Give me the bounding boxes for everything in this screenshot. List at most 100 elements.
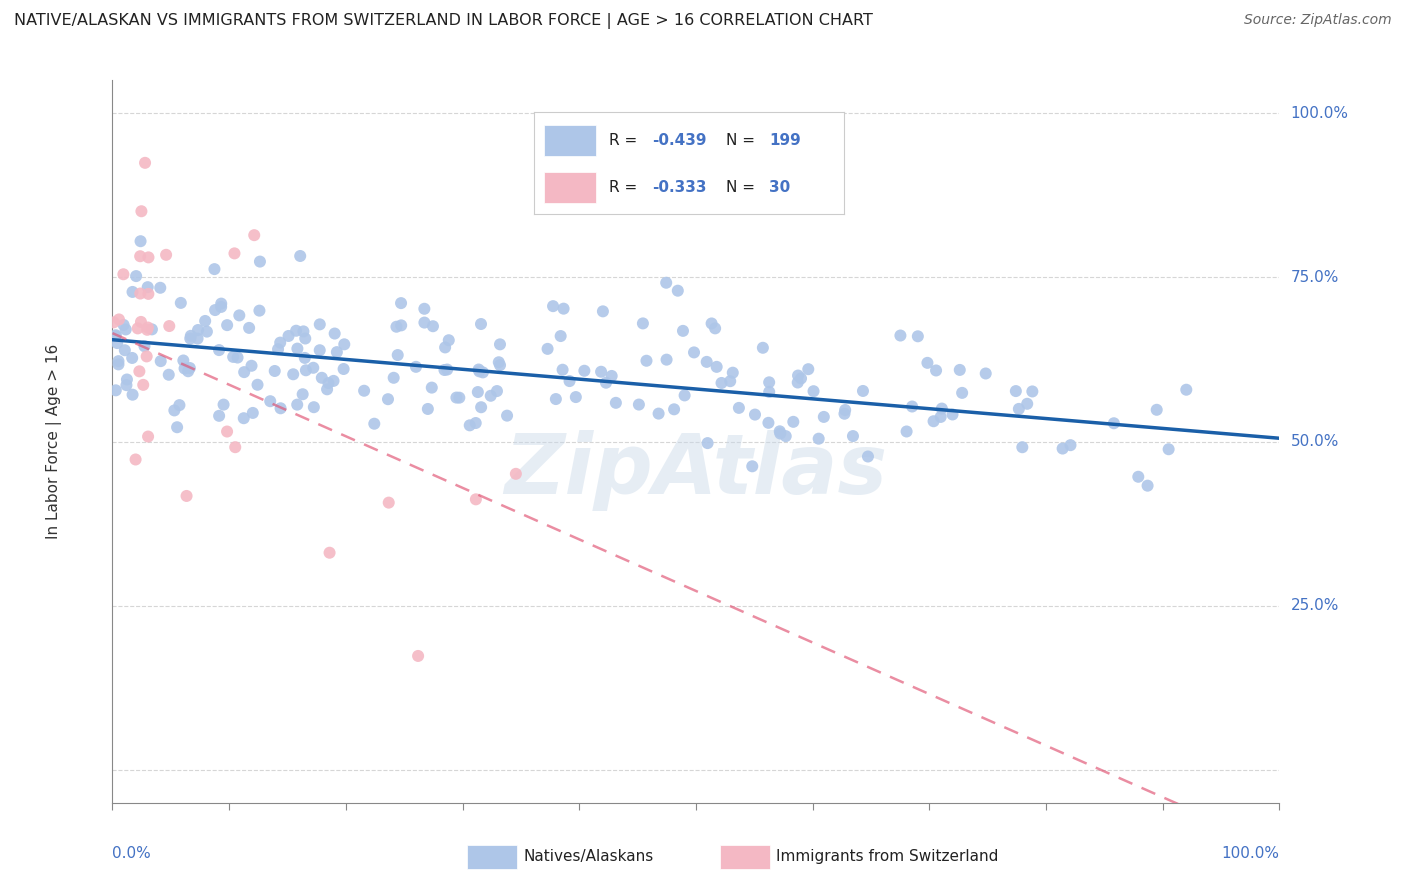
Point <box>834 403 856 417</box>
Point <box>941 408 963 422</box>
Point <box>233 365 256 379</box>
Point <box>194 314 217 328</box>
Point <box>488 355 510 369</box>
Point <box>138 251 160 265</box>
Point <box>134 339 156 353</box>
Point <box>856 450 879 464</box>
Point <box>595 376 617 390</box>
Point <box>382 371 405 385</box>
Point <box>437 333 460 347</box>
Point <box>131 204 153 219</box>
Point <box>1008 401 1031 416</box>
Point <box>246 377 269 392</box>
Point <box>163 403 186 417</box>
Point <box>574 364 596 378</box>
Point <box>842 429 865 443</box>
Text: 0.0%: 0.0% <box>112 847 152 861</box>
Point <box>1157 442 1180 457</box>
Point <box>744 408 766 422</box>
Point <box>683 345 706 359</box>
Point <box>249 303 271 318</box>
Point <box>704 321 727 335</box>
Point <box>636 353 658 368</box>
Point <box>803 384 825 399</box>
Point <box>121 387 143 401</box>
Point <box>434 340 457 354</box>
Point <box>922 414 945 428</box>
Point <box>209 296 232 310</box>
Point <box>896 425 918 439</box>
Point <box>228 309 250 323</box>
Point <box>308 343 330 358</box>
Point <box>112 318 135 332</box>
Text: -0.333: -0.333 <box>652 180 706 195</box>
Point <box>655 276 678 290</box>
Point <box>422 319 444 334</box>
Point <box>446 391 468 405</box>
Point <box>1017 397 1039 411</box>
Point <box>544 392 567 406</box>
Text: R =: R = <box>609 180 641 195</box>
Point <box>917 356 939 370</box>
Point <box>121 351 143 365</box>
Point <box>752 341 775 355</box>
Point <box>141 322 163 336</box>
Point <box>377 392 399 407</box>
Point <box>208 409 231 423</box>
Point <box>333 337 356 351</box>
Point <box>134 156 156 170</box>
Text: NATIVE/ALASKAN VS IMMIGRANTS FROM SWITZERLAND IN LABOR FORCE | AGE > 16 CORRELAT: NATIVE/ALASKAN VS IMMIGRANTS FROM SWITZE… <box>14 13 873 29</box>
Point <box>302 360 325 375</box>
Point <box>389 296 412 310</box>
Point <box>413 301 436 316</box>
Point <box>104 328 127 343</box>
Point <box>212 398 235 412</box>
Point <box>107 358 129 372</box>
Text: 30: 30 <box>769 180 790 195</box>
Point <box>208 343 231 357</box>
Point <box>1128 469 1150 483</box>
Point <box>204 262 226 277</box>
Point <box>405 359 427 374</box>
Point <box>318 376 340 390</box>
Point <box>662 402 685 417</box>
Point <box>149 354 172 368</box>
Point <box>179 361 201 376</box>
Point <box>157 319 180 334</box>
Point <box>631 317 654 331</box>
Point <box>115 372 138 386</box>
Point <box>449 391 471 405</box>
Point <box>204 303 226 318</box>
Point <box>292 325 315 339</box>
Point <box>655 352 678 367</box>
Text: Source: ZipAtlas.com: Source: ZipAtlas.com <box>1244 13 1392 28</box>
Point <box>769 425 792 439</box>
Point <box>1021 384 1043 399</box>
Point <box>471 365 494 379</box>
Point <box>1052 442 1074 456</box>
Point <box>925 363 948 377</box>
Point <box>550 329 572 343</box>
Point <box>592 304 614 318</box>
Point <box>647 407 669 421</box>
Point <box>728 401 751 415</box>
Point <box>901 400 924 414</box>
Point <box>433 363 456 377</box>
Point <box>112 267 135 281</box>
Point <box>129 286 152 301</box>
Point <box>769 426 792 441</box>
Point <box>224 246 246 260</box>
Point <box>949 363 972 377</box>
Point <box>1146 402 1168 417</box>
Point <box>195 325 218 339</box>
Point <box>758 376 780 390</box>
Point <box>318 546 340 560</box>
Point <box>176 489 198 503</box>
Point <box>1011 440 1033 454</box>
Point <box>242 406 264 420</box>
Point <box>489 358 512 372</box>
Point <box>291 387 314 401</box>
Point <box>950 385 973 400</box>
Point <box>974 367 997 381</box>
Point <box>295 363 318 377</box>
